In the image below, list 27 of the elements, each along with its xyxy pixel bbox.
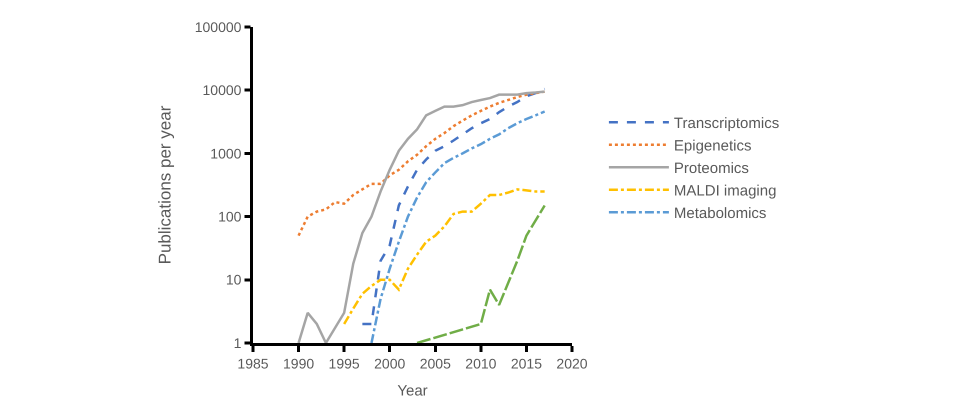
x-tick-label: 2005	[420, 356, 452, 372]
line-series	[370, 110, 546, 343]
x-tick-label: 2000	[374, 356, 406, 372]
y-tick-label: 100000	[194, 18, 242, 35]
y-tick-label: 1	[234, 334, 242, 351]
y-tick-label: 10	[226, 272, 242, 288]
line-series	[361, 88, 546, 326]
y-tick-label: 10000	[202, 82, 242, 98]
x-tick-label: 2010	[465, 356, 497, 372]
legend-label: Epigenetics	[674, 138, 752, 155]
x-tick-label: 2015	[510, 356, 542, 372]
line-series	[297, 90, 546, 237]
line-series	[342, 188, 546, 326]
x-tick-label: 1985	[237, 356, 269, 372]
legend-label: Transcriptomics	[674, 115, 780, 132]
line-series	[297, 90, 546, 343]
legend-label: Proteomics	[674, 160, 749, 178]
x-axis-title: Year	[397, 382, 428, 400]
x-tick-label: 1995	[328, 356, 360, 372]
legend-label: MALDI imaging	[674, 182, 776, 200]
y-tick-label: 1000	[210, 145, 242, 162]
x-tick-label: 2020	[556, 356, 588, 372]
legend-label: Metabolomics	[674, 205, 766, 222]
x-tick-label: 1990	[282, 356, 314, 372]
line-series	[416, 204, 546, 343]
y-axis-title: Publications per year	[155, 105, 174, 264]
y-tick-label: 100	[218, 208, 242, 224]
